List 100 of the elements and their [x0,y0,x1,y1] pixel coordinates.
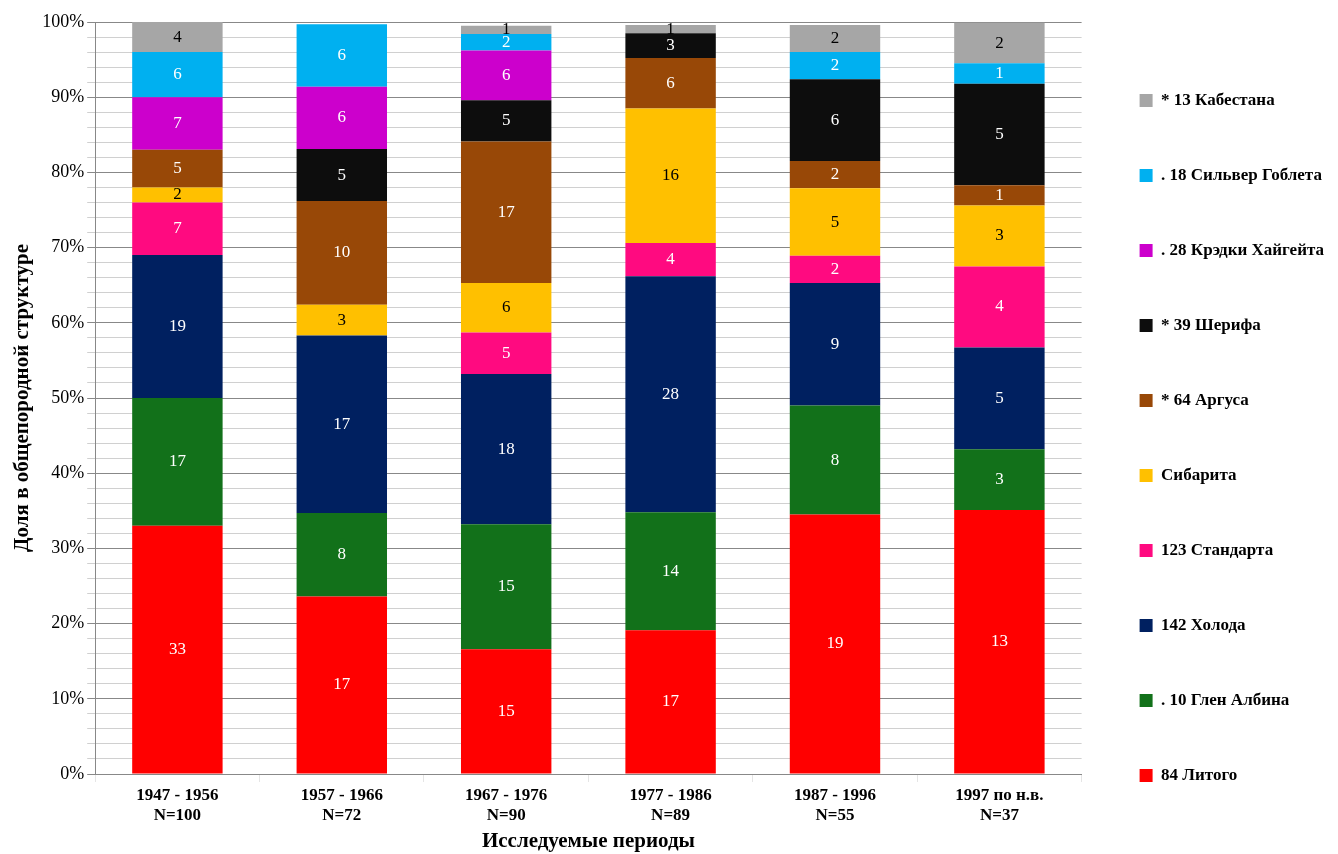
annotation: 5 [501,110,511,130]
annotation: 1 [995,184,1004,204]
annotation: 28 [662,383,680,403]
annotation: 18 [497,438,515,458]
annotation: 6 [173,64,182,84]
legend-label: * 64 Аргуса [1161,389,1250,409]
x-axis-title: Исследуемые периоды [481,827,695,852]
bar [296,86,388,150]
bar [625,108,716,244]
y-tick-label: 70% [51,236,85,257]
legend-label: 84 Литого [1161,764,1238,784]
bar [954,185,1045,206]
bar [132,525,223,774]
bar [789,255,881,283]
bar [132,202,223,256]
annotation: 7 [173,112,183,132]
bar [954,63,1045,84]
legend-label: 123 Стандарта [1161,539,1274,559]
annotation: 5 [830,211,840,231]
annotation: 19 [826,633,844,653]
annotation: 14 [662,560,680,580]
bar [625,276,716,513]
annotation: 9 [830,333,840,353]
annotation: 5 [501,342,511,362]
bar [789,52,881,80]
bar [625,25,716,34]
annotation: 2 [995,32,1004,52]
bar [296,596,388,774]
bar [789,188,881,256]
y-tick-label: 80% [51,161,85,182]
bar [460,34,552,51]
legend-label: . 28 Крэдки Хайгейта [1161,239,1325,259]
bar [954,449,1045,511]
bar [954,205,1045,267]
annotation: 33 [168,639,186,659]
annotation: 3 [666,35,675,55]
legend-label: . 18 Сильвер Гоблета [1161,164,1323,184]
annotation: 10 [333,242,351,262]
annotation: 17 [333,674,351,694]
bar [789,282,881,406]
bar [789,25,881,53]
y-tick-label: 20% [51,612,85,633]
bar [625,58,716,109]
bar [954,347,1045,450]
x-tick-label: 1977 - 1986 N=89 [629,784,712,824]
bar [132,149,223,188]
annotation: 5 [995,123,1004,143]
bar [954,266,1045,348]
annotation: 6 [666,72,675,92]
y-tick-label: 100% [42,10,85,31]
annotation: 4 [666,249,676,269]
annotation: 1 [995,62,1004,82]
annotation: 7 [173,218,183,238]
bar [460,282,552,333]
y-tick-label: 90% [51,85,85,106]
bar [954,510,1045,774]
annotation: 6 [337,107,347,127]
annotation: 4 [173,26,183,46]
annotation: 1 [666,18,675,38]
annotation: 6 [501,64,511,84]
bar [460,50,552,101]
annotation: 2 [830,258,840,278]
annotation: 17 [168,451,187,471]
bar [789,161,881,189]
y-axis-title: Доля в общепородной структуре [9,244,34,552]
legend-label: 142 Холода [1161,614,1247,634]
annotation: 4 [995,296,1005,316]
bar [625,512,716,631]
bar [132,398,223,526]
annotation: 5 [995,387,1004,407]
annotation: 17 [497,201,516,221]
bar [460,141,552,283]
annotation: 5 [173,158,182,178]
bar [296,304,388,336]
bar [460,332,552,374]
annotation: 3 [995,225,1004,245]
bar [789,514,881,774]
annotation: 6 [830,109,840,129]
annotation: 13 [990,631,1008,651]
annotation: 8 [830,449,840,469]
bar [789,79,881,162]
x-tick-label: 1967 - 1976 N=90 [465,784,548,824]
annotation: 2 [173,184,182,204]
bar [954,22,1045,64]
bar [132,22,223,53]
annotation: 2 [830,28,840,48]
bar [625,630,716,774]
bar [132,187,223,203]
annotation: 15 [497,576,515,596]
annotation: 6 [337,44,347,64]
annotation: 2 [830,164,840,184]
legend-label: * 13 Кабестана [1161,89,1276,109]
bar [460,100,552,142]
bar [132,255,223,398]
y-tick-label: 50% [51,386,85,407]
bar [625,243,716,277]
bar [460,373,552,525]
bar [296,200,388,305]
annotation: 8 [337,544,347,564]
bar [954,83,1045,186]
